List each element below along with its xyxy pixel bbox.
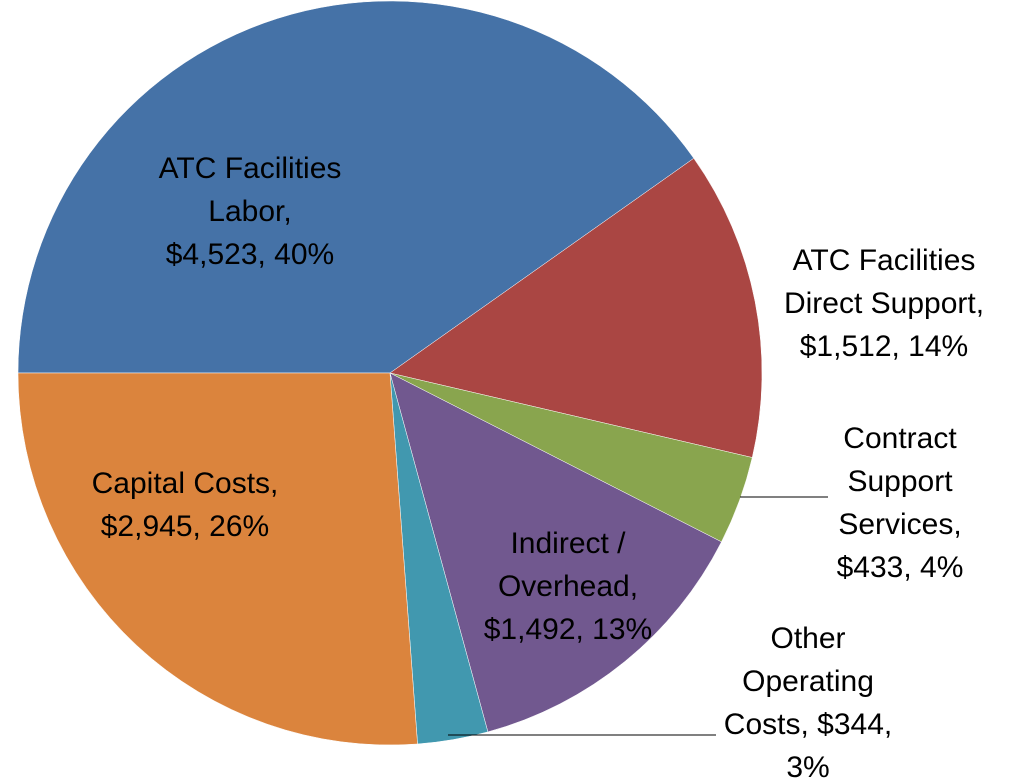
data-label: $433, 4% <box>837 551 964 584</box>
data-label: Services, <box>838 508 961 541</box>
data-label: $1,492, 13% <box>484 613 652 646</box>
data-label: Direct Support, <box>784 287 984 320</box>
data-label: Other <box>770 622 845 655</box>
pie-slice <box>17 0 695 374</box>
pie-slice <box>389 372 722 733</box>
data-label: Costs, $344, <box>724 708 892 741</box>
data-label: Contract <box>843 422 957 455</box>
data-label: Overhead, <box>498 570 638 603</box>
data-label: $4,523, 40% <box>166 238 334 271</box>
data-label: 3% <box>786 751 829 783</box>
data-label: Capital Costs, <box>92 467 279 500</box>
data-label: $2,945, 26% <box>101 510 269 543</box>
pie-slice <box>389 157 763 458</box>
data-label: Labor, <box>208 195 291 228</box>
data-label: $1,512, 14% <box>800 330 968 363</box>
data-label: Support <box>847 465 953 498</box>
pie-slice <box>17 372 418 746</box>
data-label: ATC Facilities <box>793 244 976 277</box>
data-label: Indirect / <box>510 527 626 560</box>
data-label: ATC Facilities <box>159 152 342 185</box>
data-label: Operating <box>742 665 874 698</box>
